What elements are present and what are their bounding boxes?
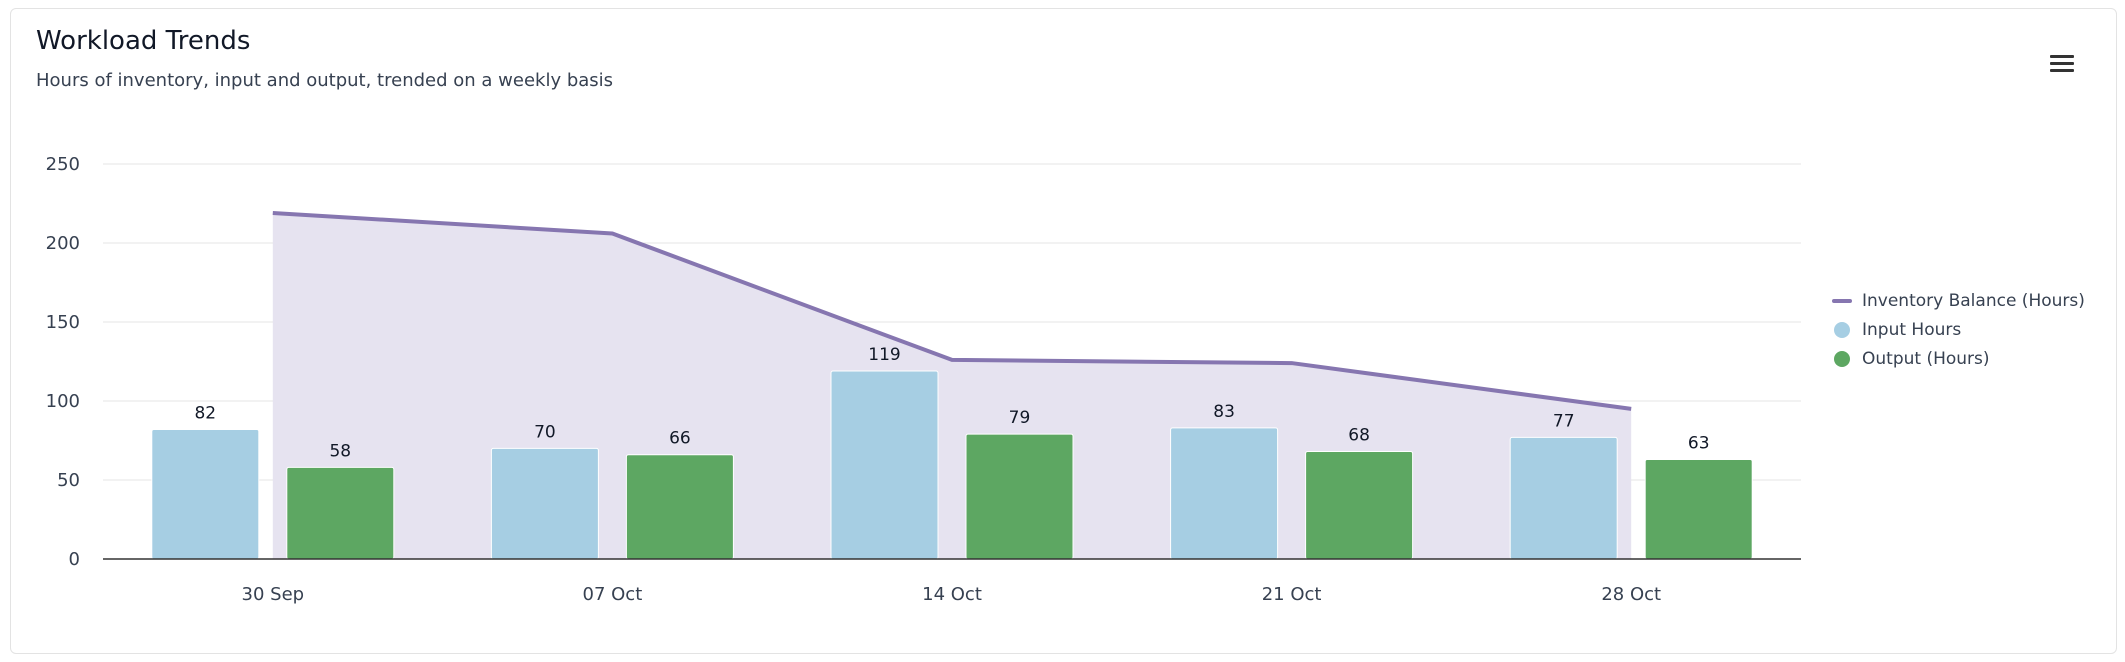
y-tick-label: 50 xyxy=(57,470,80,491)
x-tick-label: 28 Oct xyxy=(1601,584,1661,605)
input-hours-label: 77 xyxy=(1553,411,1575,431)
input-hours-label: 70 xyxy=(534,422,556,442)
output-hours-label: 66 xyxy=(669,429,691,449)
output-hours-bar xyxy=(965,433,1074,560)
legend-item[interactable]: Inventory Balance (Hours) xyxy=(1832,286,2085,315)
legend-dot-swatch xyxy=(1832,321,1852,338)
legend-label: Output (Hours) xyxy=(1862,348,1990,369)
input-hours-bar xyxy=(490,447,599,560)
input-hours-bar xyxy=(151,428,260,560)
chart-subtitle: Hours of inventory, input and output, tr… xyxy=(36,70,614,91)
output-hours-bar xyxy=(1305,451,1414,560)
legend-label: Input Hours xyxy=(1862,319,1962,340)
input-hours-bar xyxy=(1509,436,1618,560)
inventory-line xyxy=(272,210,1632,411)
input-hours-label: 82 xyxy=(194,403,216,423)
x-tick-label: 14 Oct xyxy=(922,584,982,605)
chart-title: Workload Trends xyxy=(36,26,251,56)
y-tick-label: 100 xyxy=(46,391,80,412)
x-tick-label: 30 Sep xyxy=(242,584,305,605)
x-tick-label: 21 Oct xyxy=(1262,584,1322,605)
output-hours-bar xyxy=(625,454,734,560)
legend-label: Inventory Balance (Hours) xyxy=(1862,290,2085,311)
output-hours-label: 79 xyxy=(1009,408,1031,428)
output-hours-label: 58 xyxy=(329,441,351,461)
y-tick-label: 250 xyxy=(46,154,80,175)
legend-line-swatch xyxy=(1832,298,1852,303)
input-hours-label: 83 xyxy=(1213,402,1235,422)
chart-legend: Inventory Balance (Hours) Input Hours Outp… xyxy=(1832,286,2085,373)
y-tick-label: 150 xyxy=(46,312,80,333)
y-tick-label: 200 xyxy=(46,233,80,254)
legend-item[interactable]: Input Hours xyxy=(1832,315,2085,344)
y-tick-label: 0 xyxy=(69,549,80,570)
legend-dot-swatch xyxy=(1832,350,1852,367)
output-hours-label: 63 xyxy=(1688,433,1710,453)
input-hours-bar xyxy=(830,370,939,560)
input-hours-bar xyxy=(1170,427,1279,560)
hamburger-menu-icon[interactable] xyxy=(2050,55,2074,73)
output-hours-label: 68 xyxy=(1348,426,1370,446)
output-hours-bar xyxy=(286,466,395,560)
output-hours-bar xyxy=(1644,458,1753,560)
legend-item[interactable]: Output (Hours) xyxy=(1832,344,2085,373)
input-hours-label: 119 xyxy=(868,345,900,365)
inventory-area xyxy=(272,212,1632,560)
x-tick-label: 07 Oct xyxy=(583,584,643,605)
